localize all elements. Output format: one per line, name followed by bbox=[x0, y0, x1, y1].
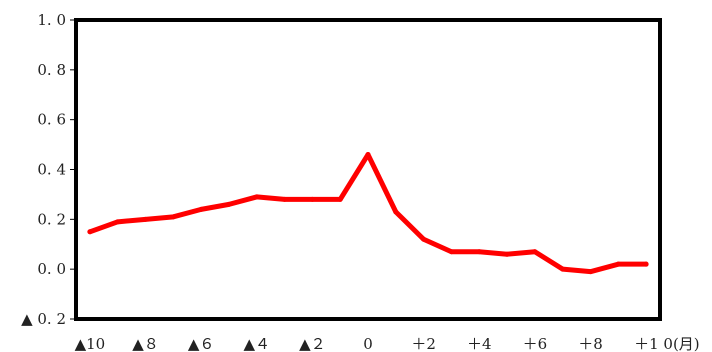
x-tick-label: ＋4 bbox=[467, 335, 492, 352]
data-point bbox=[254, 194, 260, 200]
y-tick-label: 0. 6 bbox=[37, 111, 66, 129]
x-tick-label: ＋1 0(月) bbox=[634, 335, 700, 352]
data-point bbox=[532, 249, 538, 255]
x-tick-label: ▲６ bbox=[188, 335, 215, 352]
series-layer bbox=[87, 152, 649, 275]
data-point bbox=[393, 209, 399, 215]
plot-area-frame bbox=[74, 18, 662, 321]
y-tick-label: 0. 8 bbox=[37, 61, 66, 79]
data-point bbox=[365, 152, 371, 158]
data-point bbox=[560, 266, 566, 272]
data-point bbox=[309, 196, 315, 202]
data-point bbox=[337, 196, 343, 202]
data-point bbox=[476, 249, 482, 255]
series-line bbox=[87, 152, 649, 275]
x-tick-label: 0 bbox=[363, 335, 373, 352]
data-point bbox=[587, 269, 593, 275]
data-point bbox=[198, 206, 204, 212]
x-tick-label: ＋2 bbox=[411, 335, 436, 352]
y-tick-label: 0. 4 bbox=[37, 161, 66, 179]
y-axis-ticks: 1. 0 0. 8 0. 6 0. 4 0. 2 0. 0 ▲ 0. 2 bbox=[21, 11, 76, 328]
data-point bbox=[448, 249, 454, 255]
data-point bbox=[282, 196, 288, 202]
data-point bbox=[170, 214, 176, 220]
data-point bbox=[115, 219, 121, 225]
data-point bbox=[504, 251, 510, 257]
data-point bbox=[421, 236, 427, 242]
y-tick-label: ▲ 0. 2 bbox=[21, 310, 66, 328]
data-point bbox=[615, 261, 621, 267]
x-axis-ticks: ▲10 ▲８ ▲６ ▲４ ▲２ 0 ＋2 ＋4 ＋6 ＋8 ＋1 0(月) bbox=[75, 335, 700, 352]
data-point bbox=[87, 229, 93, 235]
y-tick-label: 1. 0 bbox=[37, 11, 66, 29]
data-point bbox=[143, 216, 149, 222]
x-tick-label: ＋6 bbox=[523, 335, 548, 352]
x-tick-label: ▲８ bbox=[132, 335, 159, 352]
y-tick-label: 0. 0 bbox=[37, 260, 66, 278]
data-point bbox=[643, 261, 649, 267]
x-tick-label: ▲２ bbox=[299, 335, 326, 352]
x-tick-label: ▲10 bbox=[75, 335, 106, 352]
x-tick-label: ＋8 bbox=[578, 335, 603, 352]
y-tick-label: 0. 2 bbox=[37, 210, 66, 228]
x-tick-label: ▲４ bbox=[243, 335, 270, 352]
data-point bbox=[226, 201, 232, 207]
